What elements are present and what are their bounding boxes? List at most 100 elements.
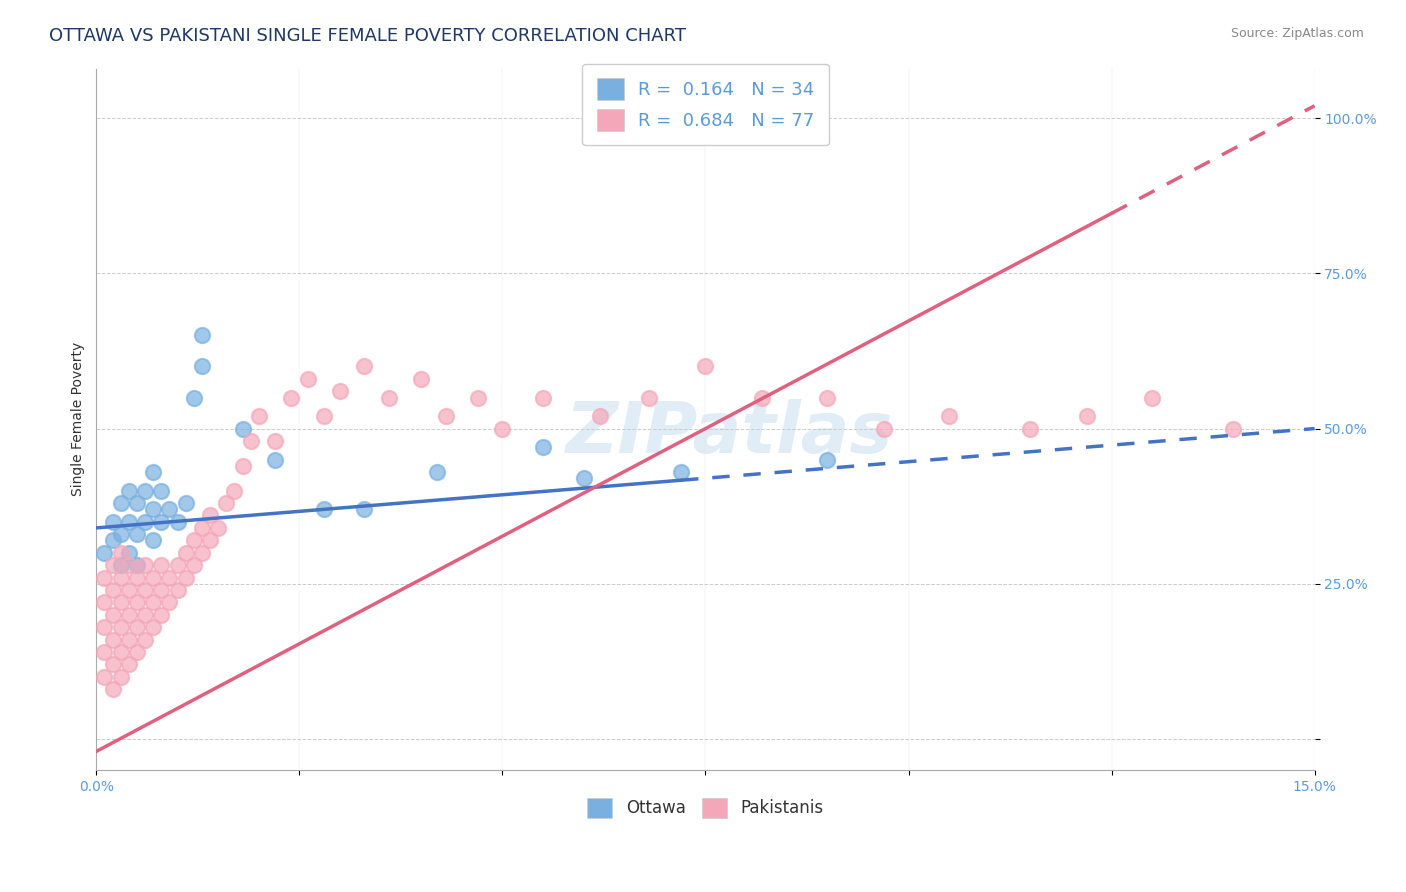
Point [142, 620, 165, 634]
Point [101, 657, 124, 672]
Point [134, 483, 156, 498]
Point [637, 391, 659, 405]
Point [110, 558, 132, 573]
Point [174, 496, 197, 510]
Point [589, 409, 612, 424]
Point [93, 645, 115, 659]
Point [815, 452, 838, 467]
Point [353, 359, 375, 374]
Point [215, 496, 238, 510]
Point [93, 570, 115, 584]
Point [232, 421, 254, 435]
Text: Source: ZipAtlas.com: Source: ZipAtlas.com [1230, 27, 1364, 40]
Point [873, 421, 896, 435]
Point [297, 372, 319, 386]
Point [191, 521, 214, 535]
Point [411, 372, 433, 386]
Point [198, 508, 221, 523]
Point [101, 632, 124, 647]
Point [125, 527, 148, 541]
Point [426, 465, 449, 479]
Point [166, 558, 188, 573]
Y-axis label: Single Female Poverty: Single Female Poverty [72, 343, 86, 496]
Point [1140, 391, 1163, 405]
Point [159, 595, 181, 609]
Point [93, 546, 115, 560]
Point [118, 483, 141, 498]
Point [142, 533, 165, 548]
Point [110, 570, 132, 584]
Point [118, 515, 141, 529]
Point [174, 546, 197, 560]
Point [142, 502, 165, 516]
Point [183, 558, 205, 573]
Point [531, 391, 554, 405]
Point [101, 558, 124, 573]
Point [751, 391, 773, 405]
Point [572, 471, 595, 485]
Point [353, 502, 375, 516]
Point [110, 670, 132, 684]
Point [110, 546, 132, 560]
Point [312, 409, 335, 424]
Point [110, 595, 132, 609]
Point [125, 620, 148, 634]
Point [110, 496, 132, 510]
Point [183, 533, 205, 548]
Point [166, 582, 188, 597]
Point [159, 502, 181, 516]
Point [93, 620, 115, 634]
Point [1222, 421, 1244, 435]
Point [239, 434, 262, 448]
Point [134, 632, 156, 647]
Legend: Ottawa, Pakistanis: Ottawa, Pakistanis [581, 791, 831, 825]
Point [125, 496, 148, 510]
Point [377, 391, 399, 405]
Point [198, 533, 221, 548]
Point [134, 558, 156, 573]
Point [434, 409, 457, 424]
Point [93, 670, 115, 684]
Point [232, 458, 254, 473]
Point [101, 682, 124, 697]
Point [695, 359, 717, 374]
Point [142, 595, 165, 609]
Point [142, 465, 165, 479]
Point [174, 570, 197, 584]
Point [491, 421, 513, 435]
Point [166, 515, 188, 529]
Point [110, 645, 132, 659]
Point [101, 582, 124, 597]
Point [264, 434, 287, 448]
Text: ZIPatlas: ZIPatlas [567, 399, 894, 467]
Point [150, 607, 173, 622]
Point [183, 391, 205, 405]
Point [191, 328, 214, 343]
Point [134, 607, 156, 622]
Point [1019, 421, 1042, 435]
Point [125, 558, 148, 573]
Point [93, 595, 115, 609]
Point [142, 570, 165, 584]
Point [118, 558, 141, 573]
Point [125, 570, 148, 584]
Point [467, 391, 489, 405]
Point [150, 558, 173, 573]
Point [191, 546, 214, 560]
Point [125, 595, 148, 609]
Text: OTTAWA VS PAKISTANI SINGLE FEMALE POVERTY CORRELATION CHART: OTTAWA VS PAKISTANI SINGLE FEMALE POVERT… [49, 27, 686, 45]
Point [207, 521, 229, 535]
Point [101, 607, 124, 622]
Point [159, 570, 181, 584]
Point [191, 359, 214, 374]
Point [329, 384, 352, 399]
Point [110, 620, 132, 634]
Point [118, 657, 141, 672]
Point [150, 483, 173, 498]
Point [531, 440, 554, 454]
Point [134, 582, 156, 597]
Point [134, 515, 156, 529]
Point [101, 515, 124, 529]
Point [669, 465, 692, 479]
Point [150, 582, 173, 597]
